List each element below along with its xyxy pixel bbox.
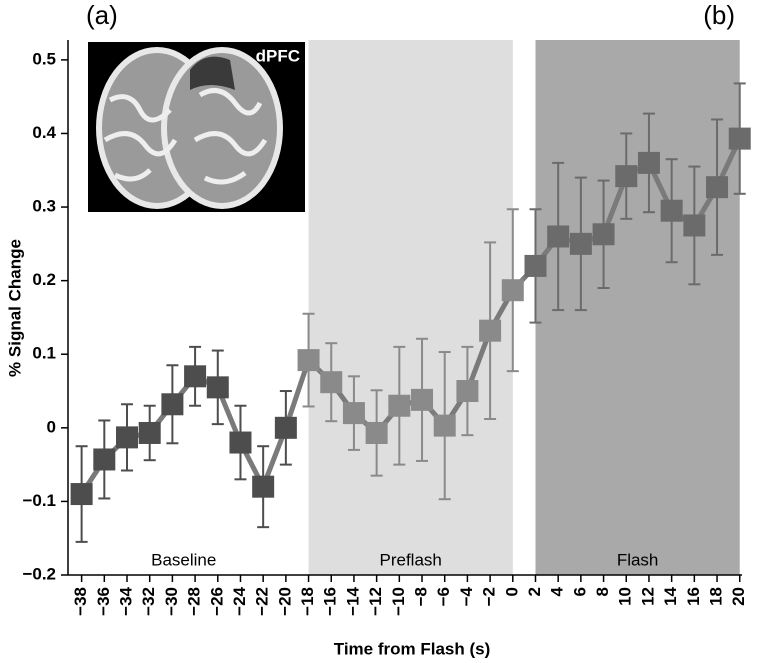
marker (615, 165, 638, 188)
x-tick-label: 14 (661, 586, 680, 605)
x-tick-label: 16 (684, 587, 703, 606)
x-tick-label: −4 (457, 586, 476, 606)
y-tick-label: 0.4 (32, 123, 56, 142)
marker (297, 349, 320, 372)
y-tick-label: 0 (47, 417, 56, 436)
x-tick-label: −18 (298, 587, 317, 616)
marker (569, 232, 592, 255)
x-tick-label: −2 (480, 587, 499, 606)
marker (342, 402, 365, 425)
region-shade (535, 40, 740, 575)
x-tick-label: −12 (366, 587, 385, 616)
x-tick-label: −36 (94, 587, 113, 616)
x-tick-label: −16 (321, 587, 340, 616)
marker (411, 388, 434, 411)
x-tick-label: 6 (570, 587, 589, 596)
marker (116, 426, 139, 449)
x-tick-label: 10 (616, 587, 635, 606)
marker (229, 431, 252, 454)
region-label: Baseline (151, 550, 216, 569)
marker (479, 319, 502, 342)
panel-label: (b) (703, 0, 735, 30)
x-axis-title: Time from Flash (s) (334, 639, 491, 658)
panel-label: (a) (86, 0, 118, 30)
x-tick-label: 20 (729, 587, 748, 606)
x-tick-label: −24 (230, 586, 249, 615)
marker (93, 448, 116, 471)
y-tick-label: 0.2 (32, 270, 56, 289)
x-tick-label: 0 (502, 587, 521, 596)
x-tick-label: −8 (412, 587, 431, 606)
marker (138, 421, 161, 444)
marker (660, 199, 683, 222)
x-tick-label: −30 (162, 587, 181, 616)
marker (70, 483, 93, 506)
marker (524, 254, 547, 277)
roi-highlight (190, 56, 235, 90)
marker (365, 421, 388, 444)
marker (706, 176, 729, 199)
brain-hemisphere (161, 47, 283, 209)
marker (206, 376, 229, 399)
marker (433, 414, 456, 437)
x-tick-label: −6 (434, 587, 453, 606)
y-axis-title: % Signal Change (5, 239, 24, 377)
marker (501, 279, 524, 302)
y-tick-label: 0.5 (32, 49, 56, 68)
marker (252, 475, 275, 498)
x-tick-label: 12 (638, 587, 657, 606)
regions (308, 40, 740, 575)
marker (637, 151, 660, 174)
x-tick-label: 8 (593, 587, 612, 596)
marker (320, 371, 343, 394)
marker (161, 393, 184, 416)
x-tick-label: −22 (253, 587, 272, 616)
marker (728, 127, 751, 150)
y-tick-label: −0.2 (22, 564, 56, 583)
region-label: Flash (617, 550, 659, 569)
inset-image: dPFC (88, 42, 305, 212)
x-tick-label: −38 (71, 587, 90, 616)
x-tick-label: 18 (707, 587, 726, 606)
marker (683, 214, 706, 237)
marker (592, 223, 615, 246)
region-label: Preflash (379, 550, 441, 569)
x-tick-label: 4 (548, 586, 567, 596)
x-tick-label: −26 (207, 587, 226, 616)
x-tick-label: −20 (275, 587, 294, 616)
marker (388, 394, 411, 417)
y-tick-label: 0.1 (32, 344, 56, 363)
region-shade (308, 40, 513, 575)
x-tick-label: −10 (389, 587, 408, 616)
brain-folds (103, 88, 268, 185)
inset-label: dPFC (256, 46, 300, 65)
x-tick-label: 2 (525, 587, 544, 596)
marker (274, 416, 297, 439)
x-tick-label: −34 (116, 586, 135, 615)
marker (547, 225, 570, 248)
x-tick-label: −14 (343, 586, 362, 615)
marker (184, 365, 207, 388)
x-tick-label: −32 (139, 587, 158, 616)
y-tick-label: −0.1 (22, 491, 56, 510)
x-tick-label: −28 (185, 587, 204, 616)
marker (456, 380, 479, 403)
y-tick-label: 0.3 (32, 197, 56, 216)
